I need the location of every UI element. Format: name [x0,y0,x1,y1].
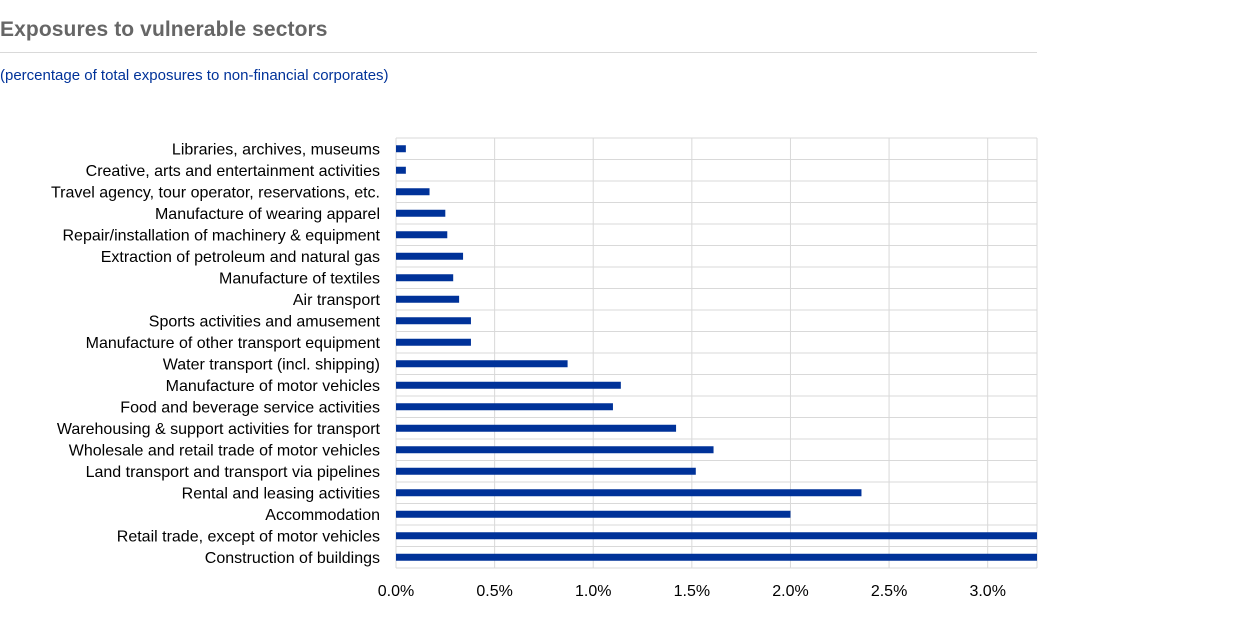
category-label: Rental and leasing activities [182,485,380,502]
category-label: Construction of buildings [205,550,380,567]
x-tick-label: 1.0% [575,583,611,600]
bar [396,381,621,389]
category-label: Creative, arts and entertainment activit… [86,163,380,180]
bar [396,489,862,497]
x-axis-tick-labels: 0.0% 0.5% 1.0% 1.5% 2.0% 2.5% 3.0% [378,583,1006,600]
bar [396,553,1037,561]
bar [396,467,696,475]
category-label: Food and beverage service activities [120,399,380,416]
category-label: Accommodation [265,507,380,524]
category-label: Travel agency, tour operator, reservatio… [51,184,380,201]
bar [396,532,1037,540]
x-tick-label: 3.0% [969,583,1005,600]
bar [396,317,471,325]
bar [396,295,460,303]
bar [396,446,714,454]
category-label: Libraries, archives, museums [172,141,380,158]
bar [396,166,406,174]
chart-subtitle: (percentage of total exposures to non-fi… [0,67,389,84]
bar [396,209,446,217]
category-labels: Libraries, archives, museums Creative, ar… [51,141,381,567]
bar [396,360,568,368]
category-label: Manufacture of motor vehicles [166,378,380,395]
category-label: Air transport [293,292,381,309]
x-tick-label: 1.5% [674,583,710,600]
bar [396,510,791,518]
bar [396,274,454,282]
bar [396,145,406,153]
bar [396,338,471,346]
bar [396,188,430,196]
category-label: Repair/installation of machinery & equip… [63,227,381,244]
bar [396,424,677,432]
x-tick-label: 2.5% [871,583,907,600]
category-label: Manufacture of wearing apparel [155,206,380,223]
chart-bars [396,145,1037,561]
bar [396,252,464,260]
bar [396,231,448,239]
bar [396,403,613,411]
category-label: Extraction of petroleum and natural gas [101,249,380,266]
category-label: Land transport and transport via pipelin… [86,464,380,481]
x-tick-label: 0.0% [378,583,414,600]
category-label: Manufacture of other transport equipment [86,335,381,352]
category-label: Warehousing & support activities for tra… [57,421,381,438]
category-label: Retail trade, except of motor vehicles [117,528,380,545]
category-label: Sports activities and amusement [149,313,381,330]
category-label: Manufacture of textiles [219,270,380,287]
chart-grid [395,137,1038,569]
category-label: Water transport (incl. shipping) [163,356,380,373]
title-divider [0,52,1037,53]
x-tick-label: 2.0% [772,583,808,600]
chart-title: Exposures to vulnerable sectors [0,18,328,41]
x-tick-label: 0.5% [476,583,512,600]
category-label: Wholesale and retail trade of motor vehi… [69,442,380,459]
